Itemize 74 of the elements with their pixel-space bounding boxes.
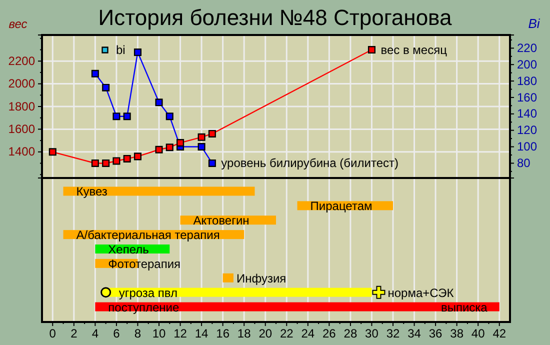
y2-tick-label: 140 bbox=[517, 106, 538, 121]
y2-tick-label: 80 bbox=[517, 156, 531, 170]
y2-tick-label: 100 bbox=[517, 140, 538, 154]
x-tick-label: 14 bbox=[194, 326, 209, 341]
y-tick-label: поступление bbox=[108, 300, 180, 314]
point bbox=[134, 48, 142, 56]
point bbox=[102, 84, 110, 92]
x-tick-label: 38 bbox=[450, 326, 464, 341]
x-tick-label: 30 bbox=[365, 326, 379, 341]
y2-tick-label: 220 bbox=[517, 40, 538, 55]
point bbox=[112, 157, 120, 165]
x-tick-label: 28 bbox=[344, 326, 358, 341]
x-tick-label: 6 bbox=[113, 326, 120, 341]
x-tick-label: 12 bbox=[174, 326, 188, 341]
y2-tick-label: 200 bbox=[517, 57, 538, 72]
y-tick-label: угроза пвл bbox=[118, 286, 178, 300]
y2-tick-label: 180 bbox=[517, 74, 538, 88]
bar bbox=[63, 186, 255, 196]
point bbox=[155, 146, 163, 154]
y-tick-label: Кувез bbox=[76, 184, 108, 199]
x-tick-label: 42 bbox=[492, 326, 506, 341]
x-tick-label: 20 bbox=[258, 326, 272, 341]
x-tick-label: 22 bbox=[280, 326, 294, 341]
y-axis-title: вес bbox=[8, 17, 28, 31]
x-tick-label: 32 bbox=[386, 326, 400, 341]
y-tick-label: 1600 bbox=[8, 122, 36, 136]
y-tick-label: 2000 bbox=[8, 76, 36, 91]
point bbox=[368, 46, 376, 54]
bar bbox=[222, 273, 234, 282]
y2-tick-label: 120 bbox=[517, 123, 538, 138]
x-tick-label: 10 bbox=[152, 326, 166, 341]
point bbox=[91, 159, 99, 168]
x-tick-label: 18 bbox=[237, 326, 252, 341]
chart-title: История болезни №48 Строганова bbox=[98, 5, 452, 30]
x-tick-label: 40 bbox=[471, 326, 486, 341]
y-tick-label: Инфузия bbox=[236, 271, 286, 286]
point bbox=[112, 112, 120, 120]
point bbox=[134, 152, 142, 160]
point bbox=[208, 130, 216, 138]
y-tick-label: 2200 bbox=[8, 54, 36, 68]
y-tick-label: 1800 bbox=[8, 99, 36, 114]
x-tick-label: 2 bbox=[70, 326, 78, 341]
point bbox=[208, 159, 216, 167]
point bbox=[102, 159, 110, 168]
x-tick-label: 26 bbox=[322, 326, 336, 341]
point bbox=[166, 144, 174, 152]
x-tick-label: 8 bbox=[134, 326, 142, 341]
point bbox=[166, 112, 174, 120]
y-tick-label: Хепель bbox=[108, 242, 149, 256]
x-tick-label: 4 bbox=[92, 326, 99, 341]
y2-tick-label: 160 bbox=[517, 90, 538, 104]
y-tick-label: 1400 bbox=[8, 144, 36, 159]
point bbox=[198, 133, 206, 141]
point bbox=[198, 143, 206, 151]
y-tick-label: Пирацетам bbox=[310, 199, 372, 214]
point bbox=[123, 112, 131, 120]
annotation: норма+СЭК bbox=[388, 286, 454, 300]
annotation: bi bbox=[116, 43, 126, 57]
series-label: вес в месяц bbox=[380, 42, 448, 57]
point bbox=[123, 154, 131, 162]
y-tick-label: А/бактериальная терапия bbox=[76, 228, 220, 242]
x-tick-label: 34 bbox=[408, 326, 422, 341]
point bbox=[176, 139, 184, 147]
x-tick-label: 0 bbox=[49, 326, 56, 341]
y2-axis-title: Bi bbox=[528, 16, 541, 31]
point bbox=[48, 148, 56, 156]
x-tick-label: 24 bbox=[301, 326, 315, 341]
x-tick-label: 16 bbox=[216, 326, 230, 341]
point bbox=[155, 98, 163, 106]
series-label: уровень билирубина (билитест) bbox=[221, 156, 398, 170]
point bbox=[91, 70, 99, 78]
annotation: выписка bbox=[440, 300, 488, 314]
x-tick-label: 36 bbox=[428, 326, 443, 341]
y-tick-label: Актовегин bbox=[193, 214, 250, 228]
